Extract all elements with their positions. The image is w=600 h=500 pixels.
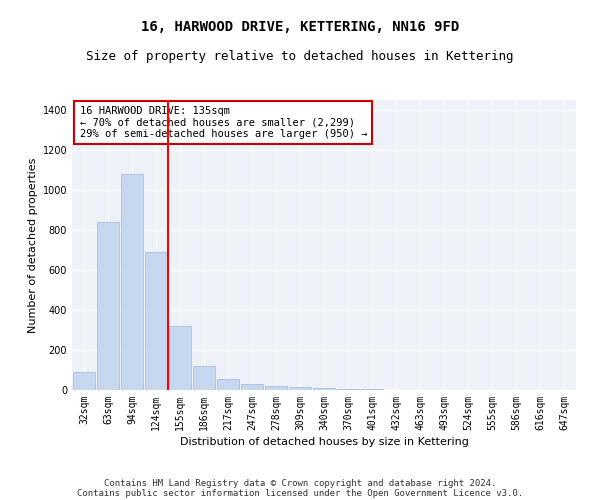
Bar <box>289 387 311 390</box>
Text: 16, HARWOOD DRIVE, KETTERING, NN16 9FD: 16, HARWOOD DRIVE, KETTERING, NN16 9FD <box>141 20 459 34</box>
Bar <box>73 372 95 390</box>
Text: Contains public sector information licensed under the Open Government Licence v3: Contains public sector information licen… <box>77 488 523 498</box>
Bar <box>121 174 143 390</box>
Bar <box>265 386 287 390</box>
Bar <box>97 222 119 390</box>
Bar <box>217 379 239 390</box>
Y-axis label: Number of detached properties: Number of detached properties <box>28 158 38 332</box>
Bar <box>313 388 335 390</box>
X-axis label: Distribution of detached houses by size in Kettering: Distribution of detached houses by size … <box>179 437 469 447</box>
Bar <box>193 366 215 390</box>
Bar <box>337 389 359 390</box>
Text: 16 HARWOOD DRIVE: 135sqm
← 70% of detached houses are smaller (2,299)
29% of sem: 16 HARWOOD DRIVE: 135sqm ← 70% of detach… <box>80 106 367 139</box>
Text: Size of property relative to detached houses in Kettering: Size of property relative to detached ho… <box>86 50 514 63</box>
Bar <box>241 384 263 390</box>
Bar <box>169 326 191 390</box>
Text: Contains HM Land Registry data © Crown copyright and database right 2024.: Contains HM Land Registry data © Crown c… <box>104 478 496 488</box>
Bar <box>145 252 167 390</box>
